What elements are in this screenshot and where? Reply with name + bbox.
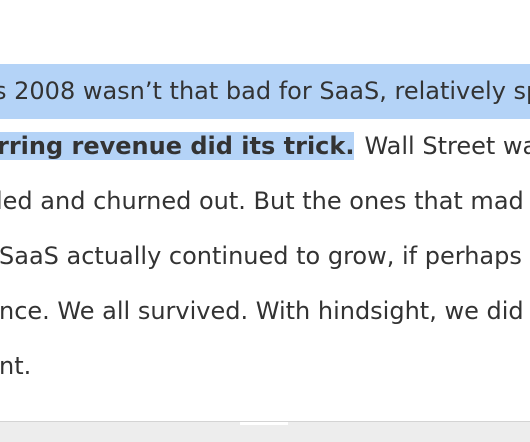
article-line: led and churned out. But the ones that m… — [0, 174, 530, 229]
toolbar-handle[interactable] — [240, 422, 288, 425]
article-text: SaaS actually continued to grow, if perh… — [0, 242, 530, 270]
selected-bold-text: rring revenue did its trick. — [0, 132, 355, 160]
article-text: nt. — [0, 352, 32, 380]
article-line: s 2008 wasn’t that bad for SaaS, relativ… — [0, 64, 530, 119]
article-text: Wall Street was — [364, 132, 530, 160]
bottom-toolbar — [0, 421, 530, 442]
article-text: led and churned out. But the ones that m… — [0, 187, 524, 215]
article-line: rring revenue did its trick. Wall Street … — [0, 119, 530, 174]
article-line: nt. — [0, 339, 530, 394]
article-line: SaaS actually continued to grow, if perh… — [0, 229, 530, 284]
article-text: nce. We all survived. With hindsight, we… — [0, 297, 524, 325]
article-line: nce. We all survived. With hindsight, we… — [0, 284, 530, 339]
selected-text: s 2008 wasn’t that bad for SaaS, relativ… — [0, 64, 530, 119]
article-body: s 2008 wasn’t that bad for SaaS, relativ… — [0, 64, 530, 394]
